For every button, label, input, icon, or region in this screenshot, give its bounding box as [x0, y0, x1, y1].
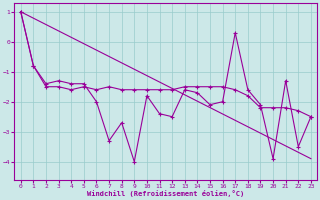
X-axis label: Windchill (Refroidissement éolien,°C): Windchill (Refroidissement éolien,°C)	[87, 190, 244, 197]
